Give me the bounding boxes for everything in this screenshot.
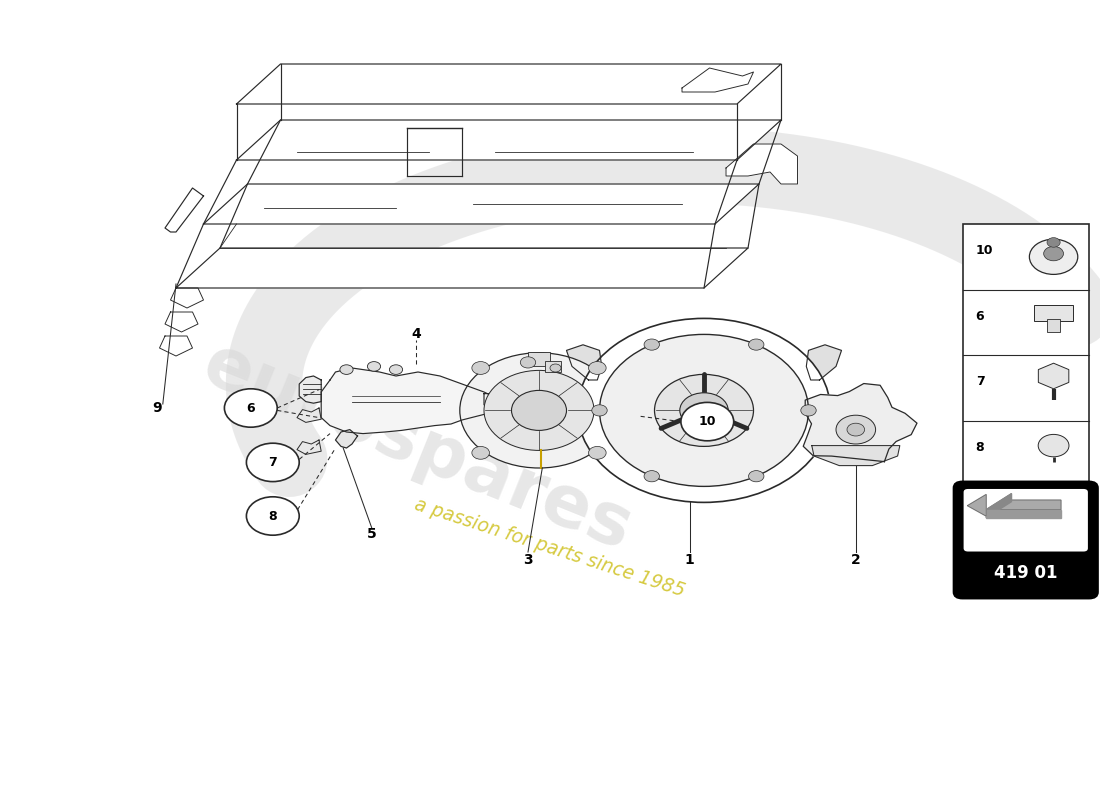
FancyBboxPatch shape <box>964 489 1088 551</box>
Bar <box>528 352 550 366</box>
Polygon shape <box>812 446 900 466</box>
Polygon shape <box>204 184 759 224</box>
Text: 8: 8 <box>976 441 984 454</box>
Circle shape <box>1030 239 1078 274</box>
Circle shape <box>644 470 660 482</box>
Polygon shape <box>176 248 748 288</box>
Circle shape <box>367 362 381 371</box>
Text: 2: 2 <box>851 553 860 567</box>
Text: 7: 7 <box>268 456 277 469</box>
Text: 8: 8 <box>268 510 277 522</box>
Circle shape <box>588 362 606 374</box>
Circle shape <box>644 339 660 350</box>
Polygon shape <box>165 188 204 232</box>
Circle shape <box>472 362 490 374</box>
Polygon shape <box>806 345 842 380</box>
Circle shape <box>1044 246 1064 261</box>
Polygon shape <box>321 368 500 434</box>
Ellipse shape <box>514 392 525 406</box>
Text: 10: 10 <box>976 244 993 257</box>
Circle shape <box>340 365 353 374</box>
Circle shape <box>246 497 299 535</box>
Circle shape <box>224 389 277 427</box>
Circle shape <box>578 318 830 502</box>
Text: 10: 10 <box>698 415 716 428</box>
Circle shape <box>654 374 754 446</box>
Circle shape <box>460 353 618 468</box>
Text: 9: 9 <box>153 401 162 415</box>
Polygon shape <box>726 144 798 184</box>
Polygon shape <box>484 394 517 405</box>
Circle shape <box>588 446 606 459</box>
Polygon shape <box>160 336 192 356</box>
Text: 419 01: 419 01 <box>994 564 1057 582</box>
Circle shape <box>592 405 607 416</box>
Polygon shape <box>968 494 986 516</box>
Polygon shape <box>986 494 1012 518</box>
Text: 7: 7 <box>976 375 984 388</box>
Circle shape <box>801 405 816 416</box>
Circle shape <box>681 402 734 441</box>
Text: 3: 3 <box>524 553 532 567</box>
Circle shape <box>1038 434 1069 457</box>
Circle shape <box>389 365 403 374</box>
Polygon shape <box>297 440 321 454</box>
Text: 1: 1 <box>685 553 694 567</box>
Circle shape <box>600 334 808 486</box>
FancyBboxPatch shape <box>954 482 1098 598</box>
Polygon shape <box>297 408 321 422</box>
Text: 6: 6 <box>246 402 255 414</box>
Circle shape <box>748 339 763 350</box>
Circle shape <box>484 370 594 450</box>
Circle shape <box>1047 238 1060 247</box>
Bar <box>962 224 1089 486</box>
Circle shape <box>520 357 536 368</box>
Circle shape <box>680 393 728 428</box>
Text: eurospares: eurospares <box>194 330 642 566</box>
Polygon shape <box>236 64 781 104</box>
Text: 6: 6 <box>976 310 984 322</box>
Polygon shape <box>682 68 754 92</box>
Polygon shape <box>236 120 781 160</box>
Polygon shape <box>1038 363 1069 389</box>
Bar <box>544 361 561 372</box>
Bar <box>1047 319 1060 332</box>
Circle shape <box>512 390 566 430</box>
Circle shape <box>847 423 865 436</box>
Polygon shape <box>803 383 917 462</box>
Polygon shape <box>165 312 198 332</box>
Text: a passion for parts since 1985: a passion for parts since 1985 <box>412 495 688 601</box>
Circle shape <box>472 446 490 459</box>
Text: 5: 5 <box>367 527 376 542</box>
Circle shape <box>836 415 876 444</box>
Polygon shape <box>299 376 321 403</box>
Circle shape <box>550 364 561 372</box>
Text: 4: 4 <box>411 326 420 341</box>
Polygon shape <box>170 288 204 308</box>
Polygon shape <box>986 510 1060 518</box>
Circle shape <box>748 470 763 482</box>
Circle shape <box>246 443 299 482</box>
Bar <box>1034 305 1074 321</box>
Polygon shape <box>566 345 602 380</box>
Polygon shape <box>986 494 1060 510</box>
Polygon shape <box>336 430 358 448</box>
